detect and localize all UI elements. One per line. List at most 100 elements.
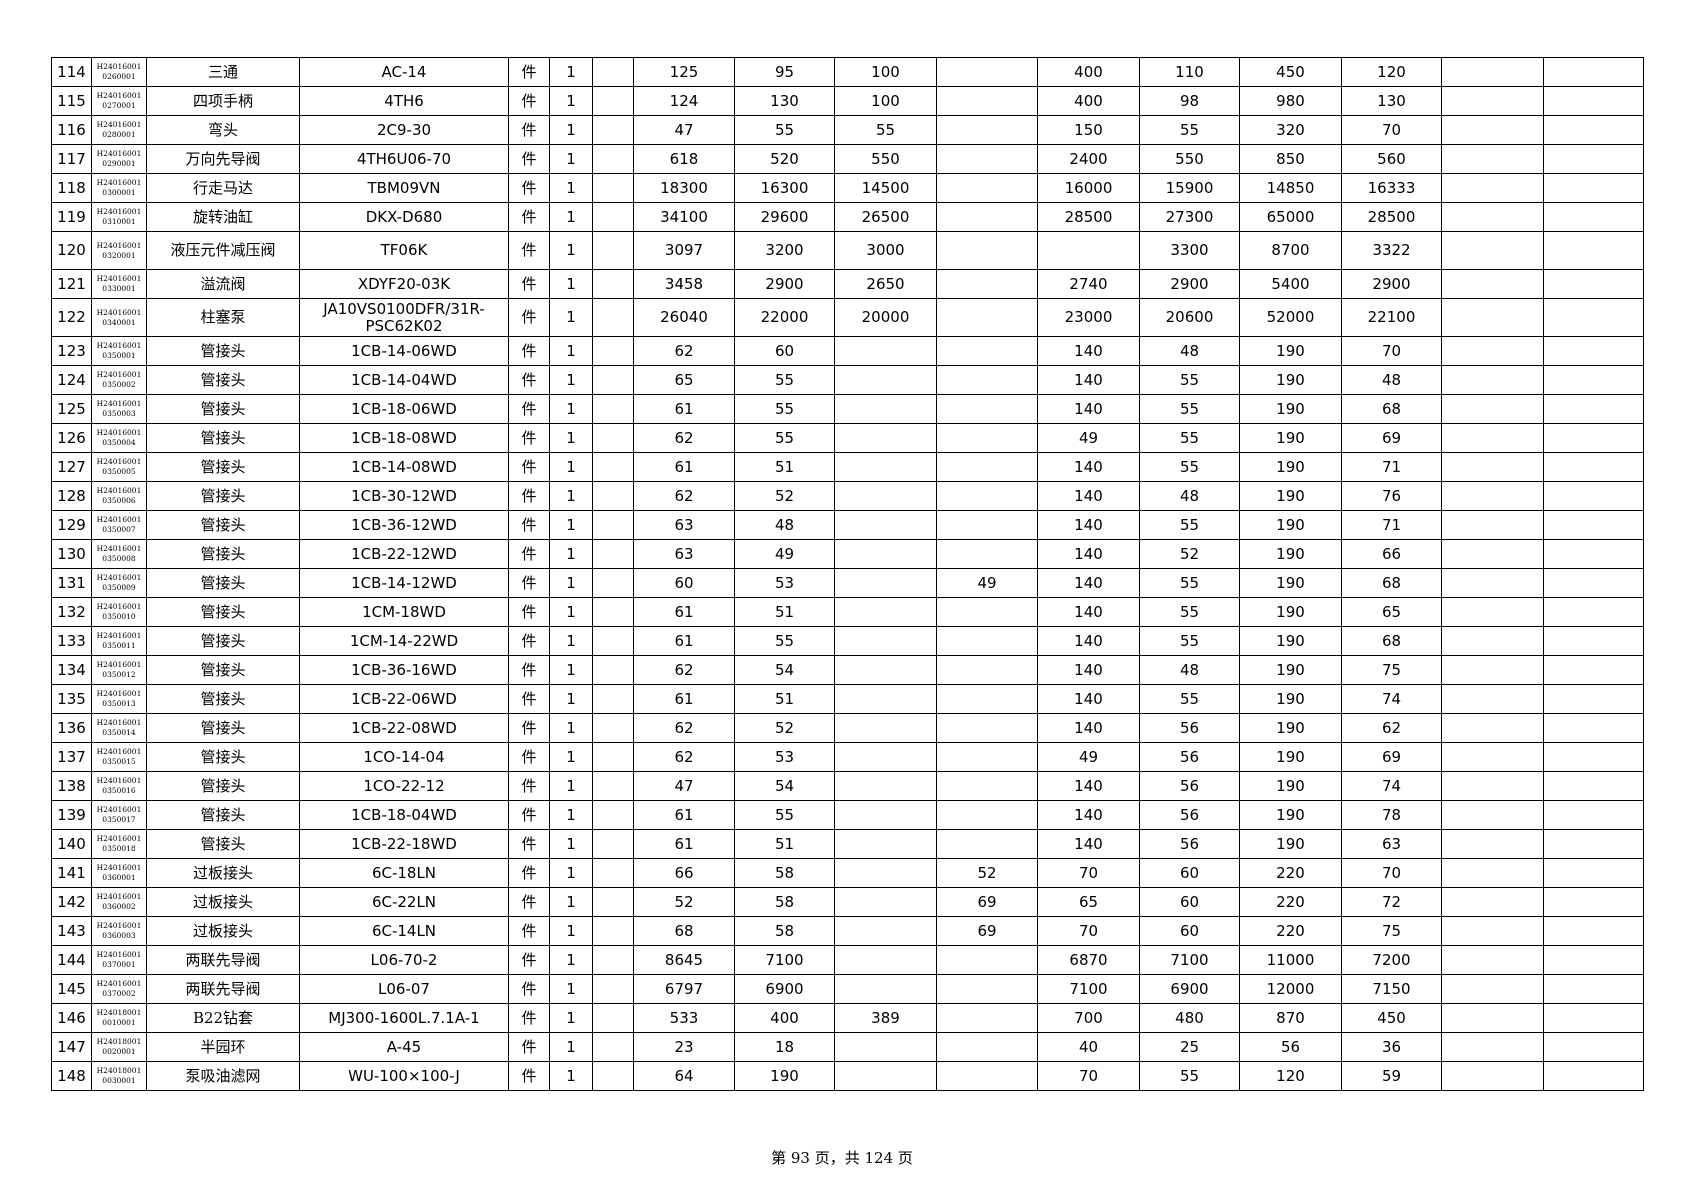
price-3 xyxy=(834,452,937,482)
col-7 xyxy=(592,568,634,598)
price-6: 56 xyxy=(1139,829,1240,859)
price-3 xyxy=(834,1032,937,1062)
row-number: 131 xyxy=(51,568,92,598)
quantity: 1 xyxy=(549,771,593,801)
quantity: 1 xyxy=(549,231,593,270)
col-17 xyxy=(1543,626,1644,656)
price-8: 120 xyxy=(1341,57,1442,87)
code-line: H24016001 xyxy=(96,207,142,216)
price-8: 63 xyxy=(1341,829,1442,859)
price-6: 60 xyxy=(1139,858,1240,888)
row-number: 130 xyxy=(51,539,92,569)
price-4 xyxy=(936,481,1038,511)
code-line: 0350013 xyxy=(102,699,136,708)
col-7 xyxy=(592,800,634,830)
item-name: 行走马达 xyxy=(146,173,300,203)
col-16 xyxy=(1441,86,1544,116)
price-8: 2900 xyxy=(1341,269,1442,299)
code-line: 0350009 xyxy=(102,583,136,592)
col-17 xyxy=(1543,481,1644,511)
table-body: 114 H24016001 0260001 三通 AC-14 件 1 125 95 100 400 1… xyxy=(51,57,1644,1091)
row-number: 136 xyxy=(51,713,92,743)
col-17 xyxy=(1543,1061,1644,1091)
unit: 件 xyxy=(508,481,550,511)
table-row: 122 H24016001 0340001 柱塞泵 JA10VS0100DFR/31R-… xyxy=(51,298,1644,337)
code-line: 0370002 xyxy=(102,989,136,998)
price-2: 54 xyxy=(734,655,835,685)
table-row: 139 H24016001 0350017 管接头 1CB-18-04WD 件 1 61 55 1… xyxy=(51,800,1644,830)
price-3 xyxy=(834,684,937,714)
item-name: 泵吸油滤网 xyxy=(146,1061,300,1091)
unit: 件 xyxy=(508,829,550,859)
model: TBM09VN xyxy=(299,173,509,203)
col-16 xyxy=(1441,336,1544,366)
item-name: 半园环 xyxy=(146,1032,300,1062)
col-7 xyxy=(592,974,634,1004)
quantity: 1 xyxy=(549,655,593,685)
item-code: H24016001 0350015 xyxy=(91,742,147,772)
price-8: 22100 xyxy=(1341,298,1442,337)
item-name: 管接头 xyxy=(146,684,300,714)
item-code: H24016001 0350013 xyxy=(91,684,147,714)
table-row: 134 H24016001 0350012 管接头 1CB-36-16WD 件 1 62 54 1… xyxy=(51,655,1644,685)
price-6: 55 xyxy=(1139,568,1240,598)
code-line: H24016001 xyxy=(96,747,142,756)
table-row: 125 H24016001 0350003 管接头 1CB-18-06WD 件 1 61 55 1… xyxy=(51,394,1644,424)
price-2: 54 xyxy=(734,771,835,801)
price-7: 320 xyxy=(1239,115,1342,145)
table-row: 129 H24016001 0350007 管接头 1CB-36-12WD 件 1 63 48 1… xyxy=(51,510,1644,540)
price-3: 3000 xyxy=(834,231,937,270)
price-4 xyxy=(936,800,1038,830)
price-3: 14500 xyxy=(834,173,937,203)
code-line: H24016001 xyxy=(96,240,142,250)
quantity: 1 xyxy=(549,144,593,174)
price-2: 520 xyxy=(734,144,835,174)
code-line: H24016001 xyxy=(96,341,142,350)
table-row: 128 H24016001 0350006 管接头 1CB-30-12WD 件 1 62 52 1… xyxy=(51,481,1644,511)
col-16 xyxy=(1441,57,1544,87)
price-1: 125 xyxy=(633,57,735,87)
code-line: H24016001 xyxy=(96,863,142,872)
item-name: 过板接头 xyxy=(146,887,300,917)
col-17 xyxy=(1543,742,1644,772)
price-6: 56 xyxy=(1139,713,1240,743)
model: 4TH6 xyxy=(299,86,509,116)
col-7 xyxy=(592,945,634,975)
price-7: 190 xyxy=(1239,365,1342,395)
unit: 件 xyxy=(508,945,550,975)
price-4 xyxy=(936,452,1038,482)
price-3 xyxy=(834,771,937,801)
price-1: 8645 xyxy=(633,945,735,975)
row-number: 145 xyxy=(51,974,92,1004)
model: L06-70-2 xyxy=(299,945,509,975)
code-line: 0310001 xyxy=(102,217,136,226)
price-8: 78 xyxy=(1341,800,1442,830)
price-1: 61 xyxy=(633,452,735,482)
model: A-45 xyxy=(299,1032,509,1062)
price-3: 100 xyxy=(834,57,937,87)
table-row: 132 H24016001 0350010 管接头 1CM-18WD 件 1 61 51 140 5… xyxy=(51,597,1644,627)
price-4: 69 xyxy=(936,887,1038,917)
price-7: 190 xyxy=(1239,597,1342,627)
price-2: 55 xyxy=(734,800,835,830)
price-6: 48 xyxy=(1139,336,1240,366)
col-7 xyxy=(592,452,634,482)
item-name: 溢流阀 xyxy=(146,269,300,299)
unit: 件 xyxy=(508,144,550,174)
price-6: 98 xyxy=(1139,86,1240,116)
price-8: 76 xyxy=(1341,481,1442,511)
col-17 xyxy=(1543,144,1644,174)
quantity: 1 xyxy=(549,916,593,946)
price-7: 190 xyxy=(1239,336,1342,366)
price-1: 62 xyxy=(633,742,735,772)
price-6: 25 xyxy=(1139,1032,1240,1062)
price-7: 190 xyxy=(1239,684,1342,714)
price-7: 56 xyxy=(1239,1032,1342,1062)
price-1: 61 xyxy=(633,800,735,830)
price-7: 190 xyxy=(1239,510,1342,540)
item-name: 管接头 xyxy=(146,655,300,685)
price-5: 2740 xyxy=(1037,269,1140,299)
code-line: 0350015 xyxy=(102,757,136,766)
price-3 xyxy=(834,974,937,1004)
model: 1CB-18-04WD xyxy=(299,800,509,830)
